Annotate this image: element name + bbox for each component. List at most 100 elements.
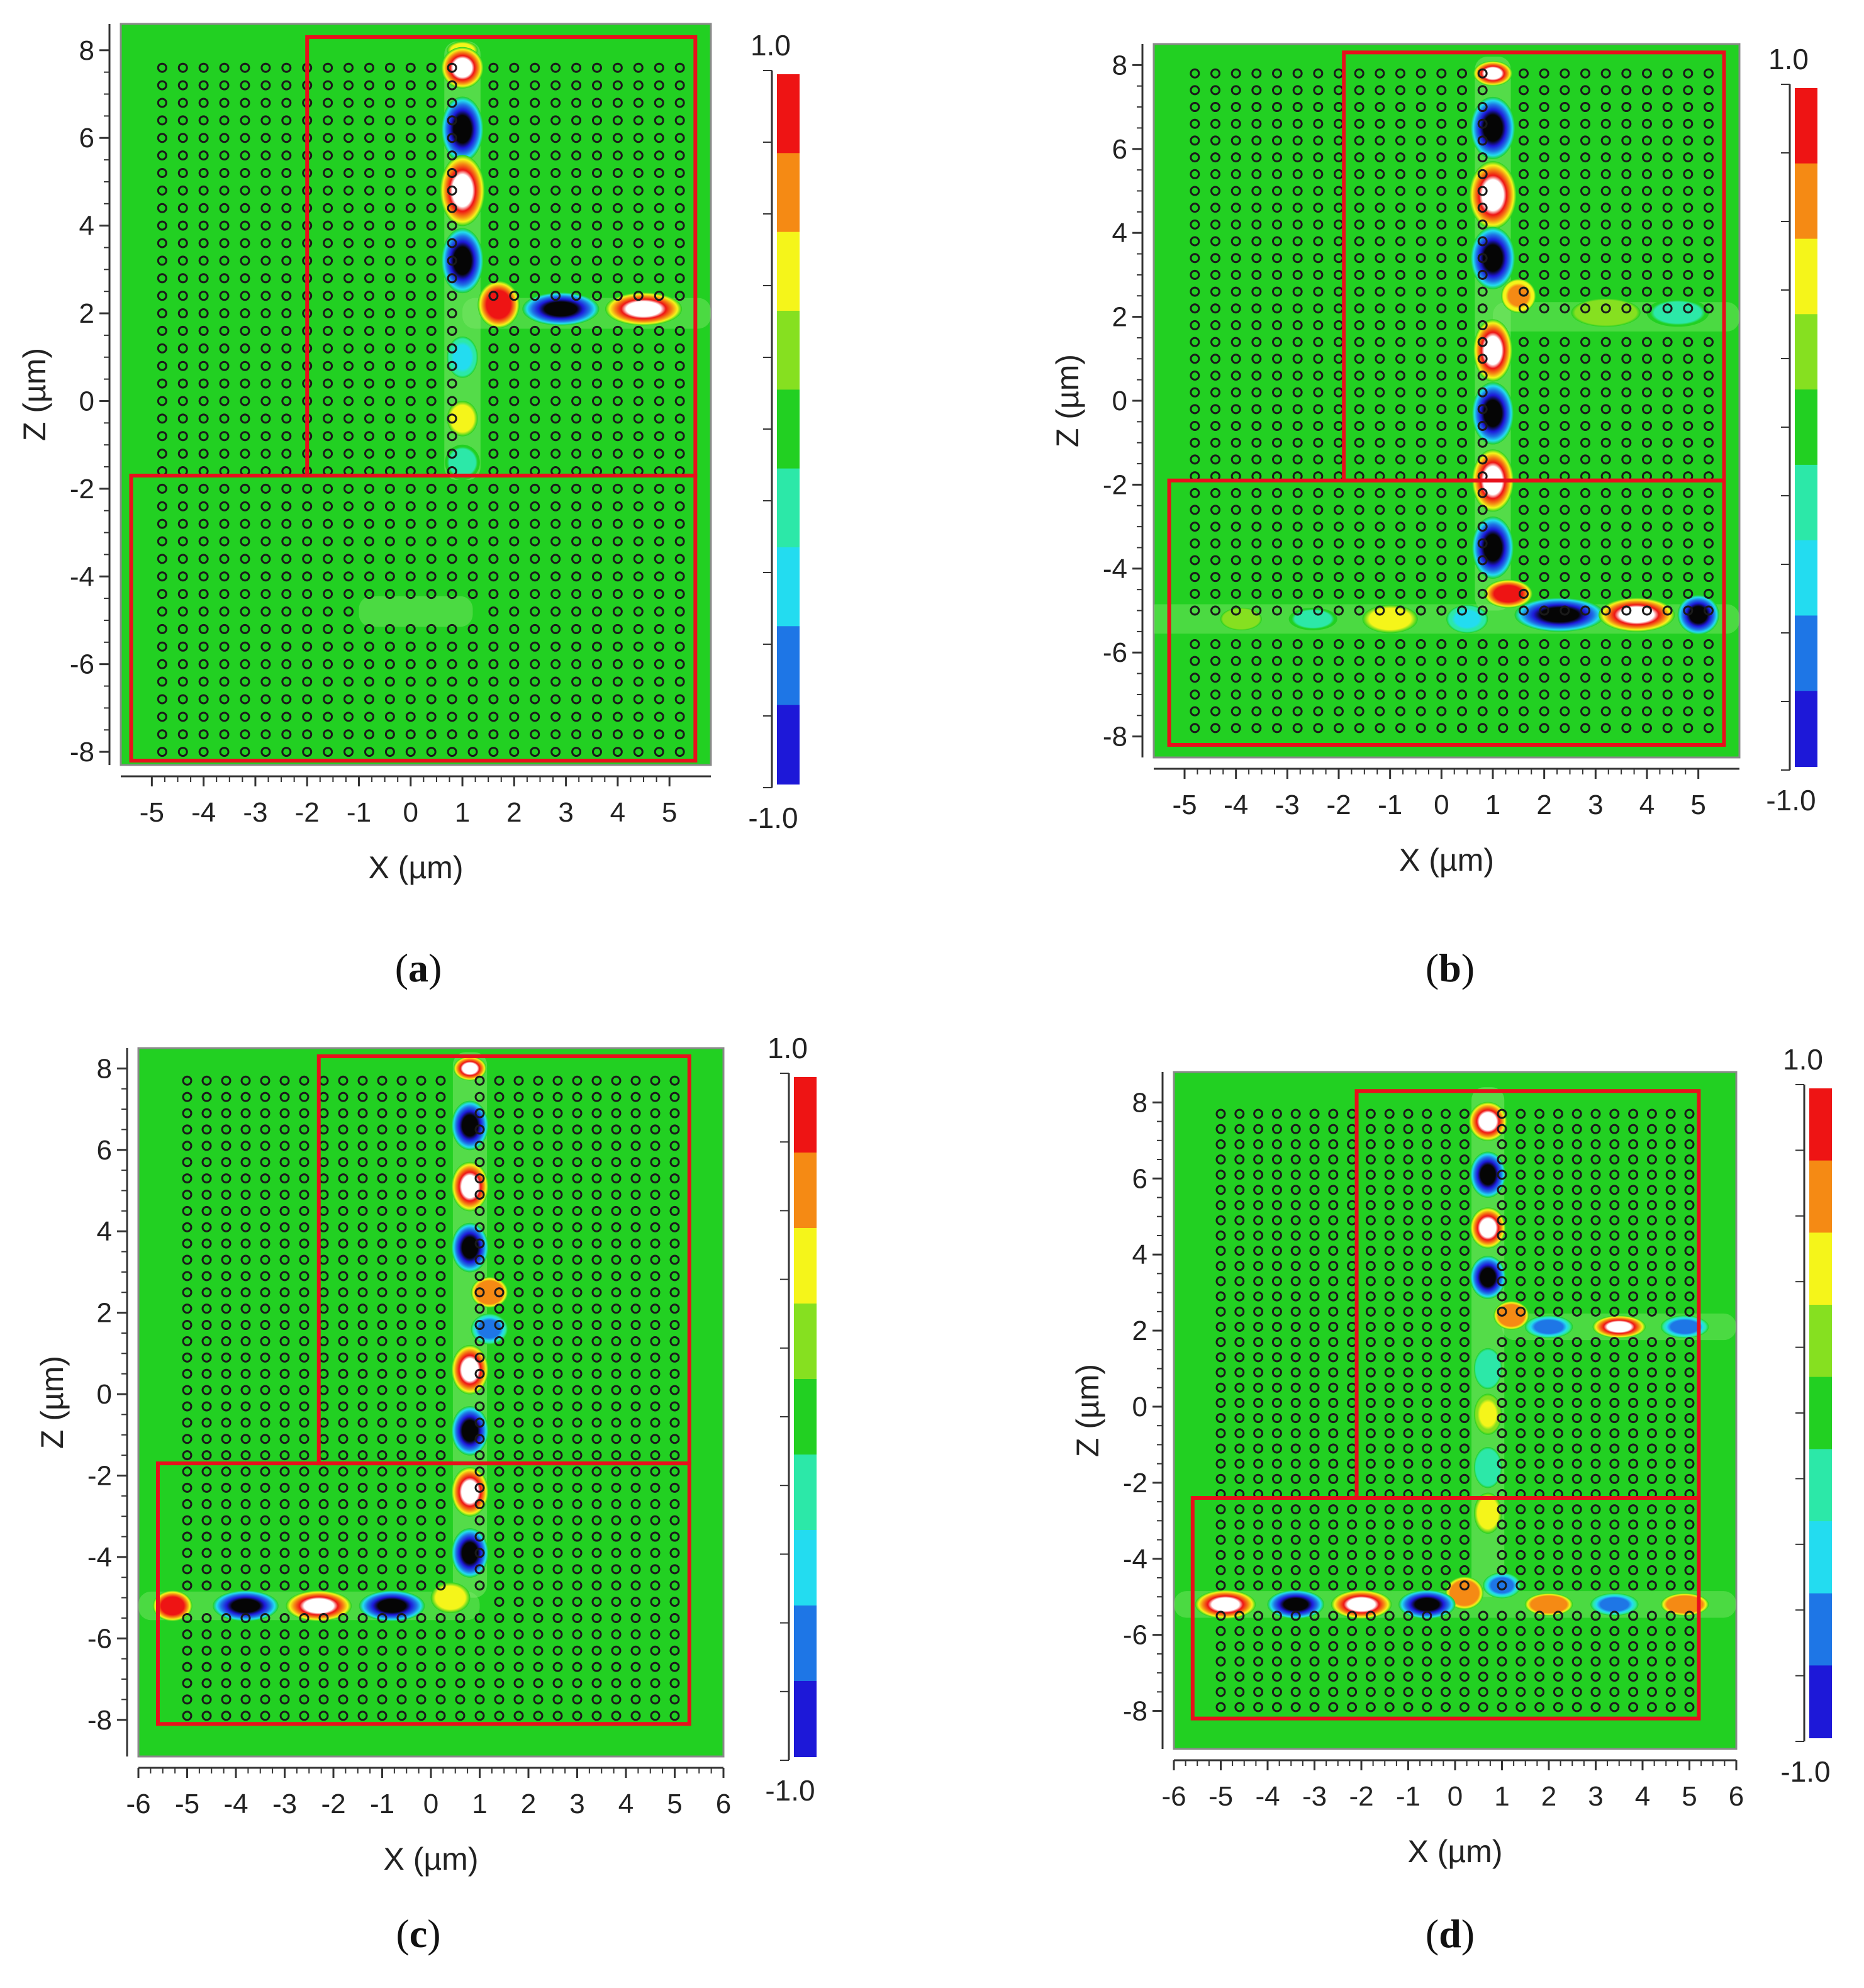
field-lobe xyxy=(451,1100,489,1151)
colorbar-segment xyxy=(1795,88,1817,164)
dielectric-rod xyxy=(552,1173,563,1184)
dielectric-rod xyxy=(1190,538,1200,549)
dielectric-rod xyxy=(1459,1473,1470,1484)
dielectric-rod xyxy=(343,571,354,582)
dielectric-rod xyxy=(1234,1200,1245,1210)
dielectric-rod xyxy=(674,449,685,459)
dielectric-rod xyxy=(1415,639,1426,649)
dielectric-rod xyxy=(1621,404,1632,415)
dielectric-rod xyxy=(1539,689,1549,700)
dielectric-rod xyxy=(1683,639,1694,649)
dielectric-rod xyxy=(474,1222,485,1232)
dielectric-rod xyxy=(1621,269,1632,280)
dielectric-rod xyxy=(177,185,188,196)
dielectric-rod xyxy=(572,1531,583,1542)
caption-close-paren: ) xyxy=(1461,946,1475,990)
dielectric-rod xyxy=(1609,1215,1620,1226)
dielectric-rod xyxy=(221,1173,232,1184)
dielectric-rod xyxy=(279,1417,290,1428)
dielectric-rod xyxy=(1234,1397,1245,1408)
dielectric-rod xyxy=(357,1564,368,1575)
dielectric-rod xyxy=(1210,68,1220,79)
dielectric-rod xyxy=(240,98,250,108)
dielectric-rod xyxy=(612,589,623,600)
dielectric-rod xyxy=(279,1336,290,1346)
dielectric-rod xyxy=(1534,1413,1545,1424)
dielectric-rod xyxy=(494,1482,505,1493)
dielectric-rod xyxy=(1642,303,1652,314)
dielectric-rod xyxy=(1457,488,1467,498)
dielectric-rod xyxy=(240,518,250,529)
dielectric-rod xyxy=(1272,689,1282,700)
dielectric-rod xyxy=(591,1205,602,1216)
dielectric-rod xyxy=(669,1515,680,1526)
dielectric-rod xyxy=(1354,538,1365,549)
dielectric-rod xyxy=(416,1564,427,1575)
dielectric-rod xyxy=(1215,1124,1226,1134)
dielectric-rod xyxy=(612,115,623,126)
dielectric-rod xyxy=(1271,1519,1282,1530)
dielectric-rod xyxy=(513,1678,524,1689)
dielectric-rod xyxy=(630,1645,641,1656)
dielectric-rod xyxy=(260,343,271,354)
dielectric-rod xyxy=(1553,1291,1563,1302)
dielectric-rod xyxy=(201,1254,212,1265)
dielectric-rod xyxy=(1251,102,1262,113)
dielectric-rod xyxy=(1459,1337,1470,1348)
dielectric-rod xyxy=(357,1254,368,1265)
dielectric-rod xyxy=(1457,387,1467,398)
dielectric-rod xyxy=(1684,1246,1695,1256)
dielectric-rod xyxy=(338,1141,349,1151)
field-lobe xyxy=(445,444,480,481)
dielectric-rod xyxy=(650,1645,661,1656)
dielectric-rod xyxy=(488,378,499,389)
dielectric-rod xyxy=(1215,1687,1226,1697)
dielectric-rod xyxy=(1415,118,1426,129)
dielectric-rod xyxy=(1628,1337,1639,1348)
dielectric-rod xyxy=(1478,1626,1488,1636)
field-lobe xyxy=(1474,1348,1502,1390)
dielectric-rod xyxy=(1662,723,1673,734)
dielectric-rod xyxy=(488,98,499,108)
dielectric-rod xyxy=(1365,1702,1376,1712)
dielectric-rod xyxy=(219,641,230,652)
field-lobe xyxy=(1471,382,1514,445)
dielectric-rod xyxy=(1609,1458,1620,1469)
dielectric-rod xyxy=(1704,118,1714,129)
dielectric-rod xyxy=(488,729,499,740)
dielectric-rod xyxy=(1271,1565,1282,1575)
dielectric-rod xyxy=(552,1336,563,1346)
dielectric-rod xyxy=(1662,354,1673,364)
dielectric-rod xyxy=(1384,1458,1395,1469)
colorbar-min-label: -1.0 xyxy=(1766,784,1816,817)
dielectric-rod xyxy=(416,1108,427,1119)
dielectric-rod xyxy=(240,1645,251,1656)
dielectric-rod xyxy=(1251,320,1262,330)
dielectric-rod xyxy=(1704,169,1714,179)
dielectric-rod xyxy=(571,167,582,178)
dielectric-rod xyxy=(1515,1504,1526,1515)
dielectric-rod xyxy=(1234,1170,1245,1180)
dielectric-rod xyxy=(1292,169,1303,179)
dielectric-rod xyxy=(1571,1139,1582,1149)
dielectric-rod xyxy=(1231,387,1241,398)
dielectric-rod xyxy=(591,1482,602,1493)
dielectric-rod xyxy=(1662,437,1673,448)
dielectric-rod xyxy=(1646,1230,1657,1241)
dielectric-rod xyxy=(1662,605,1673,616)
dielectric-rod xyxy=(488,413,499,424)
dielectric-rod xyxy=(221,1124,232,1135)
dielectric-rod xyxy=(1210,303,1220,314)
dielectric-rod xyxy=(435,1222,446,1232)
dielectric-rod xyxy=(377,1661,388,1672)
dielectric-rod xyxy=(343,712,354,722)
dielectric-rod xyxy=(377,1271,388,1282)
dielectric-rod xyxy=(650,1466,661,1477)
x-tick-label: 3 xyxy=(569,1789,584,1819)
dielectric-rod xyxy=(1403,1550,1414,1560)
dielectric-rod xyxy=(552,1287,563,1298)
dielectric-rod xyxy=(1646,1565,1657,1575)
dielectric-rod xyxy=(1477,404,1488,415)
dielectric-rod xyxy=(1553,1611,1563,1621)
dielectric-rod xyxy=(281,238,292,248)
